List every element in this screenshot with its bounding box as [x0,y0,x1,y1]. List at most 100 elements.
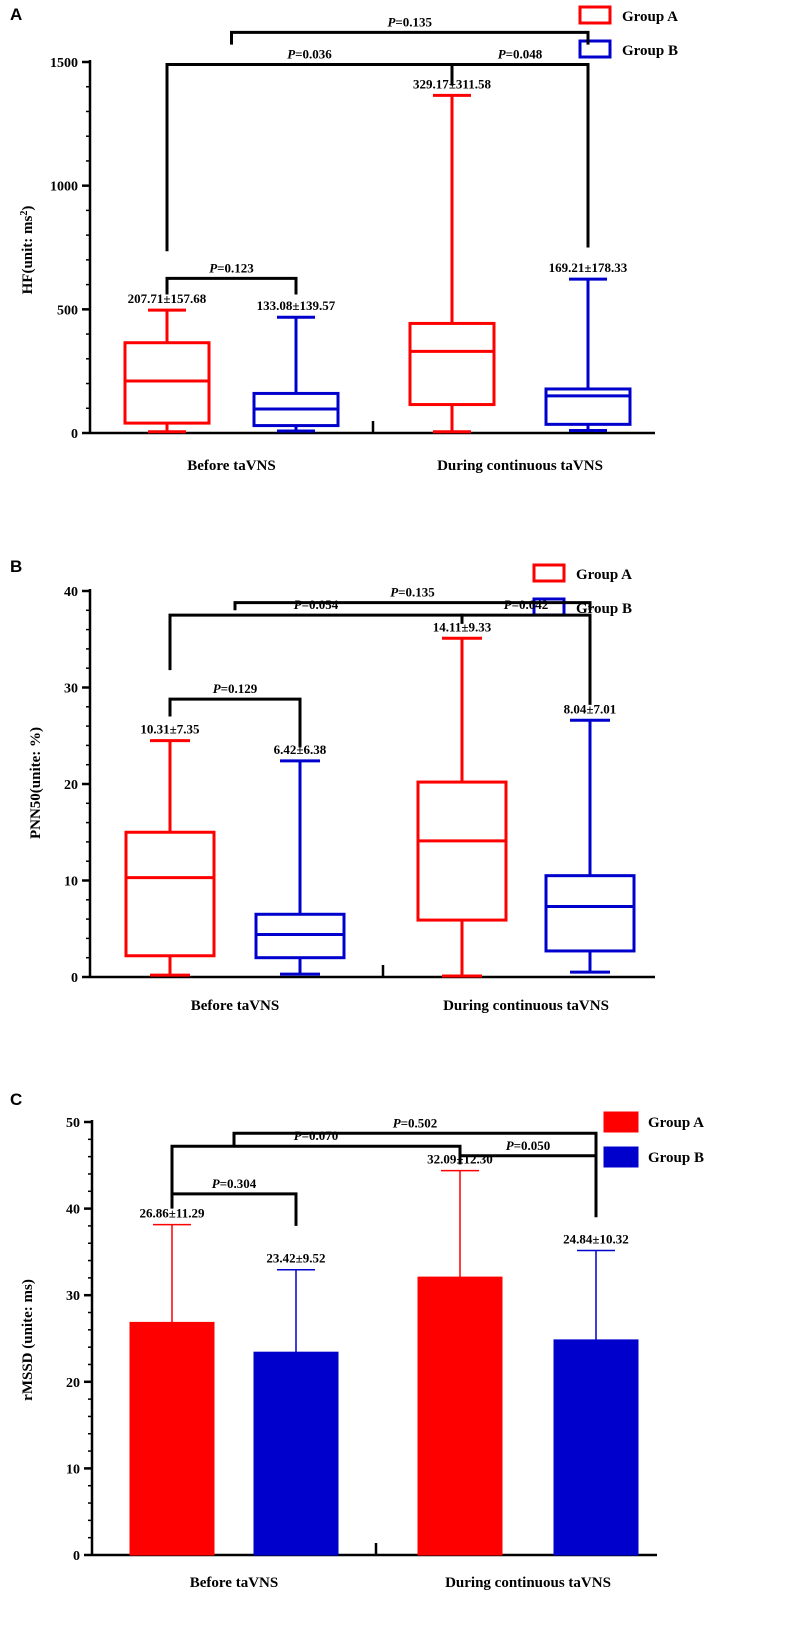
p-value: =0.135 [398,585,435,600]
p-symbol: P [387,14,396,29]
y-tick-label: 20 [66,1376,80,1391]
y-tick-label: 30 [64,682,78,697]
p-value: =0.042 [512,597,549,612]
significance-bracket [450,62,590,248]
p-symbol: P [212,1176,221,1191]
x-category-label: During continuous taVNS [443,998,609,1014]
p-value-label: P=0.304 [212,1176,257,1191]
p-value: =0.135 [395,14,432,29]
p-symbol: P [506,1138,515,1153]
p-symbol: P [390,585,399,600]
stat-label: 14.11±9.33 [433,619,492,634]
p-value-label: P=0.502 [393,1115,438,1130]
significance-bracket [165,276,298,295]
p-symbol: P [213,681,222,696]
y-axis-label: PNN50(unite: %) [28,727,44,839]
p-symbol: P [393,1115,402,1130]
p-symbol: P [498,46,507,61]
significance-bracket [232,1131,598,1165]
p-symbol: P [504,597,513,612]
y-axis-label-sup: 2 [19,211,30,216]
p-symbol: P [209,260,218,275]
stat-label: 26.86±11.29 [140,1206,205,1221]
significance-bracket [170,1144,462,1196]
significance-bracket [168,697,302,748]
p-value-label: P=0.050 [506,1138,551,1153]
stat-label: 207.71±157.68 [128,291,207,306]
p-value: =0.050 [514,1138,551,1153]
p-symbol: P [287,46,296,61]
y-tick-label: 0 [71,971,78,986]
legend-label: Group B [648,1150,704,1166]
box-iqr [123,341,211,425]
p-symbol: P [294,1128,303,1143]
stat-label: 169.21±178.33 [549,260,628,275]
box-iqr [416,780,508,922]
panel-a: A 0 500 1000 1500 HF(unit: ms2) Before taVNS Du… [10,5,678,474]
bar [253,1351,339,1556]
p-value-label: P=0.129 [213,681,258,696]
y-tick-label: 0 [71,427,78,442]
significance-bracket [460,613,592,705]
legend-label: Group A [576,567,632,583]
x-category-label: During continuous taVNS [437,458,603,474]
y-axis-label-main: HF(unit: ms [20,215,36,294]
p-value-label: P=0.042 [504,597,549,612]
p-symbol: P [294,597,303,612]
bar [553,1339,639,1556]
box-iqr [544,874,636,953]
x-category-label: Before taVNS [191,998,279,1014]
box-iqr [408,321,496,407]
panel-letter: A [10,5,22,24]
p-value: =0.036 [295,46,332,61]
x-category-label: Before taVNS [187,458,275,474]
significance-bracket [458,1154,598,1218]
stat-label: 133.08±139.57 [257,298,336,313]
bar [417,1276,503,1556]
y-tick-label: 0 [73,1549,80,1564]
p-value: =0.304 [220,1176,257,1191]
legend-swatch [578,5,612,25]
box-iqr [544,387,632,426]
x-category-label: During continuous taVNS [445,1575,611,1591]
p-value-label: P=0.135 [387,14,432,29]
significance-bracket [230,30,590,45]
x-category-label: Before taVNS [190,1575,278,1591]
legend-label: Group B [622,43,678,59]
p-value: =0.123 [217,260,254,275]
stat-label: 6.42±6.38 [274,742,327,757]
p-value: =0.129 [221,681,258,696]
panel-letter: C [10,1090,22,1109]
legend-swatch [603,1111,639,1133]
p-value: =0.070 [302,1128,339,1143]
p-value-label: P=0.135 [390,585,435,600]
legend-swatch [532,563,566,583]
box-iqr [124,830,216,958]
p-value-label: P=0.036 [287,46,332,61]
y-tick-label: 30 [66,1289,80,1304]
y-axis-label: rMSSD (unite: ms) [20,1279,36,1401]
p-value-label: P=0.123 [209,260,254,275]
y-tick-label: 50 [66,1116,80,1131]
panel-c: C 0 10 20 30 40 50 rMSSD (unite: ms) Before taVN… [10,1090,704,1591]
y-tick-label: 500 [57,303,78,318]
y-tick-label: 1500 [50,56,78,71]
legend-swatch [578,39,612,59]
significance-bracket [170,1192,298,1226]
significance-bracket [233,601,592,611]
panel-letter: B [10,557,22,576]
p-value: =0.054 [302,597,339,612]
legend-swatch [603,1146,639,1168]
bar [129,1321,215,1556]
legend-label: Group A [648,1115,704,1131]
stat-label: 24.84±10.32 [563,1232,629,1247]
y-tick-label: 40 [66,1203,80,1218]
significance-bracket [165,62,454,252]
p-value: =0.048 [506,46,543,61]
p-value-label: P=0.070 [294,1128,339,1143]
y-tick-label: 10 [66,1462,80,1477]
y-axis-label-end: ) [20,206,36,211]
y-tick-label: 1000 [50,180,78,195]
significance-bracket [168,613,464,671]
